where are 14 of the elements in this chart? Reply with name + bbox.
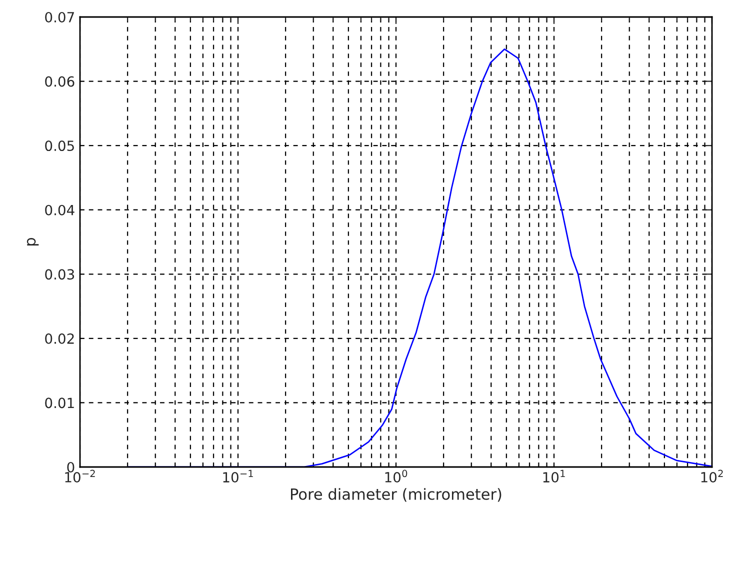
y-axis-title: p (26, 238, 39, 246)
x-tick-label: 10$^{2}$ (701, 470, 723, 483)
y-tick-label: 0.05 (45, 140, 74, 152)
y-tick-label: 0.03 (45, 269, 74, 280)
x-tick-label: 10$^{0}$ (385, 470, 408, 483)
x-tick-label: 10$^{1}$ (543, 470, 565, 483)
y-tick-label: 0 (67, 462, 74, 472)
y-tick-label: 0.04 (45, 204, 74, 216)
x-axis-title: Pore diameter (micrometer) (291, 488, 502, 502)
y-tick-label: 0.07 (45, 12, 74, 22)
x-tick-label: 10$^{−1}$ (223, 470, 253, 483)
y-tick-label: 0.02 (45, 333, 74, 344)
y-tick-label: 0.01 (45, 398, 74, 408)
y-tick-label: 0.06 (45, 76, 74, 87)
